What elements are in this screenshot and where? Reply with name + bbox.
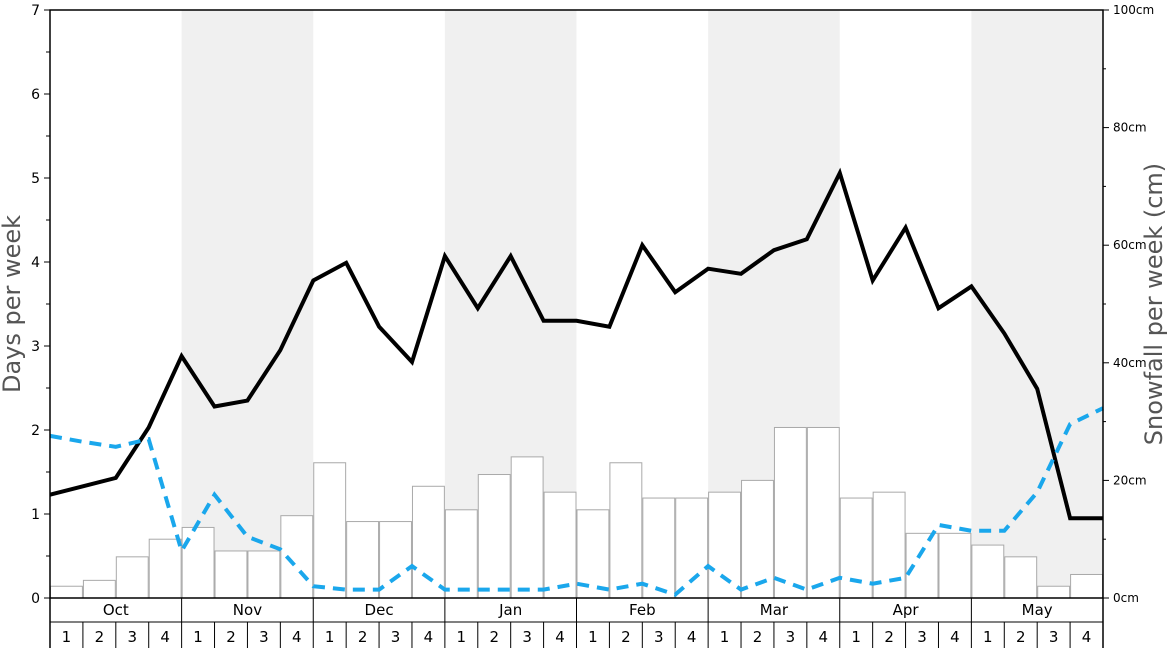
left-tick-label: 6 — [31, 87, 40, 103]
month-label-oct: Oct — [103, 601, 129, 619]
snowfall-bar — [971, 544, 1005, 599]
week-label: 4 — [819, 628, 829, 646]
month-label-nov: Nov — [233, 601, 262, 619]
left-tick-label: 3 — [31, 339, 40, 355]
week-label: 3 — [391, 628, 401, 646]
snowfall-bar — [609, 462, 643, 599]
line-layer — [49, 167, 1104, 597]
week-label: 1 — [325, 628, 335, 646]
week-label: 1 — [62, 628, 72, 646]
week-label: 4 — [424, 628, 434, 646]
snowfall-bar — [280, 515, 314, 599]
month-shading-layer — [181, 10, 1103, 598]
right-tick-label: 20cm — [1113, 473, 1147, 487]
week-label: 4 — [555, 628, 565, 646]
week-label: 2 — [621, 628, 631, 646]
month-label-may: May — [1022, 601, 1053, 619]
week-label: 1 — [588, 628, 598, 646]
week-label: 3 — [917, 628, 927, 646]
week-label: 2 — [753, 628, 763, 646]
week-label: 1 — [720, 628, 730, 646]
week-label: 4 — [1082, 628, 1092, 646]
snowfall-bar — [411, 485, 445, 599]
axis-layer: 0 1 2 3 4 5 6 7 0cm 20cm 40cm 60cm 80cm 100cm — [31, 3, 1154, 607]
right-tick-label: 80cm — [1113, 121, 1147, 135]
week-label: 3 — [654, 628, 664, 646]
week-label: 4 — [950, 628, 960, 646]
right-tick-label: 100cm — [1113, 3, 1154, 17]
solid-line-series — [49, 167, 1103, 521]
snowfall-bar — [510, 456, 544, 599]
dashed-line-series — [49, 406, 1104, 597]
snowfall-bar — [247, 550, 281, 599]
right-tick-label: 0cm — [1113, 591, 1139, 605]
snowfall-bar — [806, 426, 840, 599]
week-label: 2 — [489, 628, 499, 646]
snowfall-bar — [346, 521, 380, 599]
month-label-feb: Feb — [629, 601, 656, 619]
week-label: 3 — [1049, 628, 1059, 646]
week-label: 3 — [786, 628, 796, 646]
week-label: 2 — [95, 628, 105, 646]
snowfall-bar — [1004, 556, 1038, 599]
snowfall-bar — [839, 497, 873, 599]
snowfall-bar — [313, 462, 347, 599]
week-label: 2 — [1016, 628, 1026, 646]
month-label-apr: Apr — [893, 601, 920, 619]
x-axis-layer: Oct 1 2 3 4 Nov 1 2 3 4 Dec 1 2 3 4 Jan 1 2 3 4 Feb 1 2 3 4 Mar 1 2… — [49, 598, 1104, 648]
snowfall-bar — [379, 521, 412, 599]
week-label: 4 — [160, 628, 170, 646]
snowfall-bar — [115, 556, 149, 599]
snowfall-bar — [214, 550, 248, 599]
left-tick-label: 5 — [31, 171, 40, 187]
snowfall-bar — [444, 509, 478, 599]
month-label-jan: Jan — [498, 601, 522, 619]
week-label: 2 — [358, 628, 368, 646]
week-label: 1 — [193, 628, 203, 646]
week-label: 3 — [127, 628, 137, 646]
snowfall-bar — [741, 479, 774, 599]
week-label: 1 — [851, 628, 861, 646]
month-band-may — [971, 10, 1103, 598]
month-label-mar: Mar — [760, 601, 789, 619]
left-tick-label: 4 — [31, 255, 40, 271]
week-label: 3 — [522, 628, 532, 646]
right-tick-label: 60cm — [1113, 238, 1147, 252]
week-label: 4 — [292, 628, 302, 646]
snowfall-bar — [543, 491, 577, 599]
snowfall-bar — [708, 491, 742, 599]
snowfall-bar — [82, 579, 116, 599]
snowfall-bar — [642, 497, 676, 599]
month-band-nov — [181, 10, 314, 598]
right-tick-label: 40cm — [1113, 356, 1147, 370]
week-label: 4 — [687, 628, 697, 646]
snowfall-bar — [773, 426, 807, 599]
left-tick-label: 1 — [31, 507, 40, 523]
snowfall-bar — [50, 585, 83, 599]
week-label: 1 — [457, 628, 467, 646]
snowfall-bar — [675, 497, 709, 599]
snowfall-bar — [938, 532, 972, 599]
left-tick-label: 0 — [31, 591, 40, 607]
month-label-dec: Dec — [365, 601, 394, 619]
left-tick-label: 2 — [31, 423, 40, 439]
left-tick-label: 7 — [31, 3, 40, 19]
snowfall-bar — [477, 474, 511, 599]
y-axis-left-title: Days per week — [0, 215, 26, 393]
snowfall-bar — [1070, 573, 1103, 599]
week-label: 2 — [226, 628, 236, 646]
week-label: 2 — [884, 628, 894, 646]
snowfall-bar — [1037, 585, 1071, 599]
week-label: 3 — [259, 628, 269, 646]
week-label: 1 — [983, 628, 993, 646]
y-axis-right-title: Snowfall per week (cm) — [1140, 163, 1168, 445]
snowfall-bar — [148, 538, 182, 599]
